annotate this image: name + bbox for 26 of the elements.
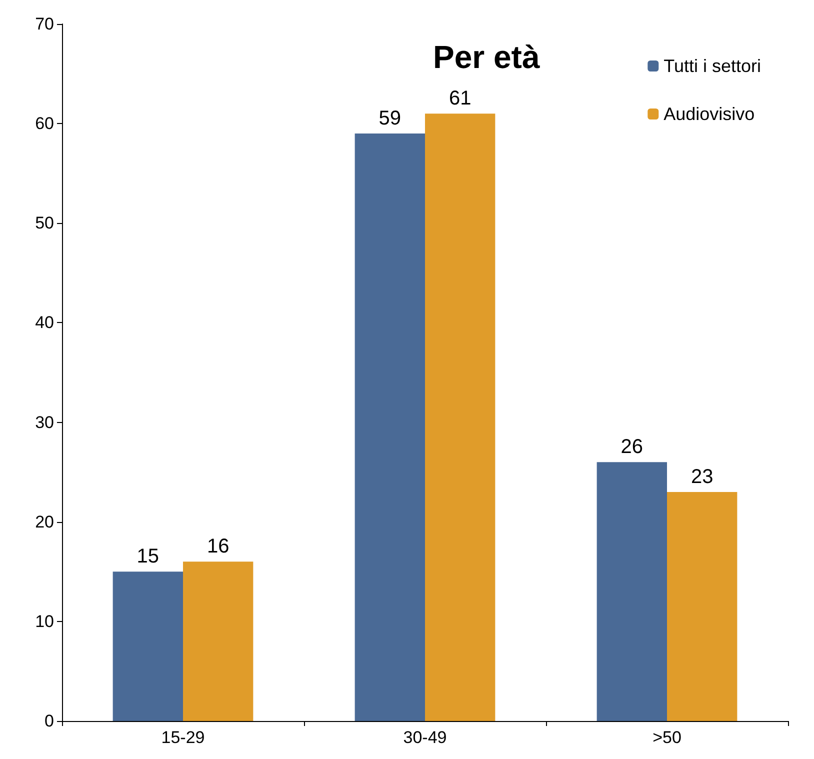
y-tick-label: 30 (35, 412, 54, 432)
x-tick-label: >50 (652, 728, 682, 747)
y-tick-label: 60 (35, 114, 54, 134)
data-label: 15 (136, 546, 160, 568)
x-tick-label: 15-29 (161, 728, 205, 747)
data-label: 16 (206, 536, 230, 558)
y-tick-label: 50 (35, 214, 54, 233)
x-tick-label: 30-49 (403, 728, 447, 747)
bar (667, 492, 738, 721)
y-tick-label: 20 (35, 512, 54, 532)
y-tick-label: 70 (35, 14, 54, 34)
y-tick-label: 0 (44, 712, 54, 730)
bar (112, 572, 183, 721)
data-label: 61 (448, 88, 472, 110)
text: Per età (433, 39, 540, 75)
bar (183, 562, 254, 721)
data-label: 23 (690, 466, 714, 488)
y-tick-label: 40 (35, 313, 54, 332)
data-label: 26 (620, 436, 644, 458)
bar (354, 134, 425, 721)
legend-label: Tutti i settori (664, 56, 762, 76)
bar (596, 462, 667, 721)
data-label: 59 (378, 108, 402, 130)
bar (425, 114, 496, 721)
legend-label: Audiovisivo (664, 104, 755, 124)
y-tick-label: 10 (35, 612, 54, 631)
